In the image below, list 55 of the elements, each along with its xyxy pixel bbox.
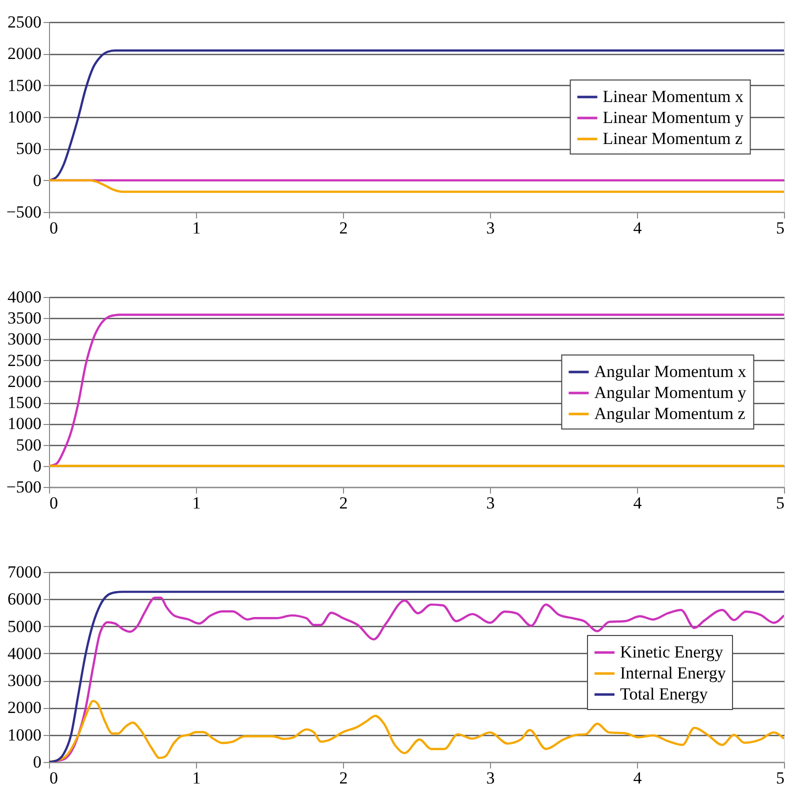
y-tick-label: 3000 [8,671,42,690]
y-tick-label: 1500 [8,393,42,412]
line-series [49,179,784,193]
y-tick-label: 4000 [8,644,42,663]
y-tick-label: 2500 [8,12,42,32]
legend-label: Angular Momentum z [594,404,746,423]
y-tick-label: 2000 [8,372,42,391]
x-tick-label: 4 [633,494,642,512]
x-tick-label: 5 [776,494,784,512]
x-tick-label: 2 [339,218,348,238]
y-tick-label: 3500 [8,308,42,328]
y-tick-label: 1000 [8,108,42,126]
legend-label: Angular Momentum x [594,362,747,381]
x-tick-label: 1 [192,768,201,788]
x-tick-label: 3 [486,768,495,788]
line-series [49,314,784,467]
x-tick-label: 2 [339,494,348,512]
y-tick-label: 500 [16,435,42,454]
x-tick-label: 3 [486,218,495,238]
y-tick-label: 1000 [8,414,42,434]
y-tick-label: 2500 [8,350,42,370]
x-tick-label: 3 [486,494,495,512]
y-tick-label: 500 [16,139,42,158]
x-tick-label: 0 [50,768,58,788]
y-tick-label: −500 [6,478,42,496]
legend-label: Kinetic Energy [620,642,724,662]
x-tick-label: 4 [633,218,642,238]
y-tick-label: −500 [6,202,42,222]
y-tick-label: 0 [33,456,42,476]
x-tick-label: 1 [192,218,201,238]
legend-label: Internal Energy [620,664,726,682]
legend-label: Total Energy [620,684,708,704]
y-tick-label: 1500 [8,76,42,95]
y-tick-label: 0 [33,170,42,190]
y-tick-label: 7000 [8,562,42,582]
legend-label: Angular Momentum y [594,383,747,402]
y-tick-label: 6000 [8,590,42,609]
y-tick-label: 1000 [8,725,42,744]
x-tick-label: 5 [776,218,784,238]
legend-label: Linear Momentum z [602,129,743,148]
y-tick-label: 5000 [8,616,42,636]
y-tick-label: 2000 [8,44,42,64]
x-tick-label: 2 [339,768,348,788]
legend-label: Linear Momentum y [602,108,744,127]
y-tick-label: 4000 [8,288,42,306]
x-tick-label: 1 [192,494,201,512]
x-tick-label: 5 [776,768,784,788]
x-tick-label: 0 [50,494,58,512]
x-tick-label: 0 [50,218,58,238]
y-tick-label: 2000 [8,698,42,718]
legend-label: Linear Momentum x [602,87,744,106]
y-tick-label: 3000 [8,330,42,349]
line-series [49,49,784,182]
y-tick-label: 0 [33,752,42,772]
x-tick-label: 4 [633,768,642,788]
